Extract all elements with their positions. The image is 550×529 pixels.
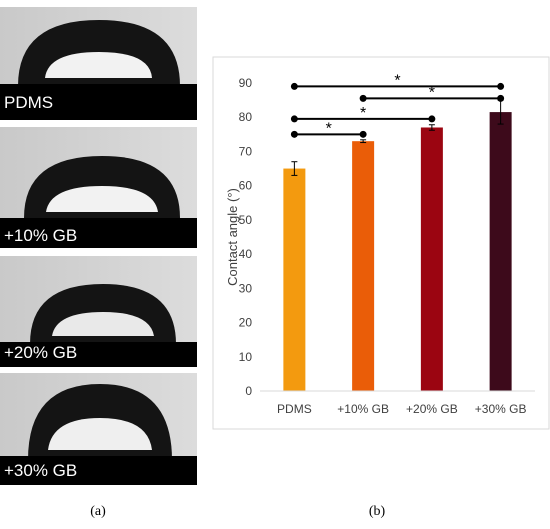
y-tick-label: 40 bbox=[239, 247, 253, 261]
significance-star: * bbox=[360, 105, 366, 122]
panel-a-caption: (a) bbox=[90, 504, 106, 519]
bar-1 bbox=[352, 141, 375, 391]
contact-angle-chart: 0 10 20 30 40 50 60 70 80 90 * * * * PDMS +10% GB +20%… bbox=[212, 56, 550, 519]
x-tick-label: PDMS bbox=[277, 402, 312, 416]
significance-dot bbox=[497, 94, 505, 102]
y-axis-label: Contact angle (°) bbox=[225, 188, 240, 286]
panel-b-caption: (b) bbox=[369, 504, 386, 519]
droplet-image-pdms bbox=[0, 7, 197, 120]
y-tick-label: 10 bbox=[239, 350, 253, 364]
y-tick-label: 70 bbox=[239, 144, 253, 158]
significance-dot bbox=[290, 82, 298, 90]
significance-star: * bbox=[326, 120, 332, 137]
y-tick-label: 90 bbox=[239, 76, 253, 90]
droplet-images: PDMS +10% GB +20% GB +30% GB (a) bbox=[0, 7, 197, 519]
sample-label-20gb: +20% GB bbox=[4, 343, 77, 362]
bar-2 bbox=[420, 127, 443, 391]
droplet-images-panel: PDMS +10% GB +20% GB +30% GB (a) bbox=[0, 0, 200, 524]
x-tick-label: +30% GB bbox=[475, 402, 527, 416]
y-tick-label: 50 bbox=[239, 213, 253, 227]
droplet-image-20gb bbox=[0, 256, 197, 367]
y-axis: 0 10 20 30 40 50 60 70 80 90 bbox=[239, 76, 253, 398]
chart-frame bbox=[212, 56, 550, 430]
x-tick-label: +20% GB bbox=[406, 402, 458, 416]
droplet-image-30gb bbox=[0, 373, 197, 485]
bar-3 bbox=[489, 112, 512, 391]
sample-label-pdms: PDMS bbox=[4, 93, 53, 112]
y-tick-label: 80 bbox=[239, 110, 253, 124]
y-tick-label: 0 bbox=[245, 384, 252, 398]
error-bars bbox=[291, 99, 504, 176]
y-tick-label: 60 bbox=[239, 179, 253, 193]
significance-star: * bbox=[429, 84, 435, 101]
sample-label-10gb: +10% GB bbox=[4, 226, 77, 245]
droplet-image-10gb bbox=[0, 127, 197, 248]
significance-dot bbox=[428, 115, 436, 123]
significance-dot bbox=[497, 82, 505, 90]
significance-dot bbox=[290, 130, 298, 138]
significance-dot bbox=[290, 115, 298, 123]
y-tick-label: 20 bbox=[239, 316, 253, 330]
significance-dot bbox=[359, 130, 367, 138]
bar-0 bbox=[283, 168, 306, 391]
bars bbox=[283, 112, 512, 391]
x-axis: PDMS +10% GB +20% GB +30% GB bbox=[260, 390, 535, 416]
significance-star: * bbox=[394, 72, 400, 89]
x-tick-label: +10% GB bbox=[337, 402, 389, 416]
y-tick-label: 30 bbox=[239, 281, 253, 295]
significance-brackets: * * * * bbox=[290, 72, 505, 138]
significance-dot bbox=[359, 94, 367, 102]
sample-label-30gb: +30% GB bbox=[4, 461, 77, 480]
contact-angle-chart-panel: 0 10 20 30 40 50 60 70 80 90 * * * * PDMS +10% GB +20%… bbox=[200, 0, 550, 524]
